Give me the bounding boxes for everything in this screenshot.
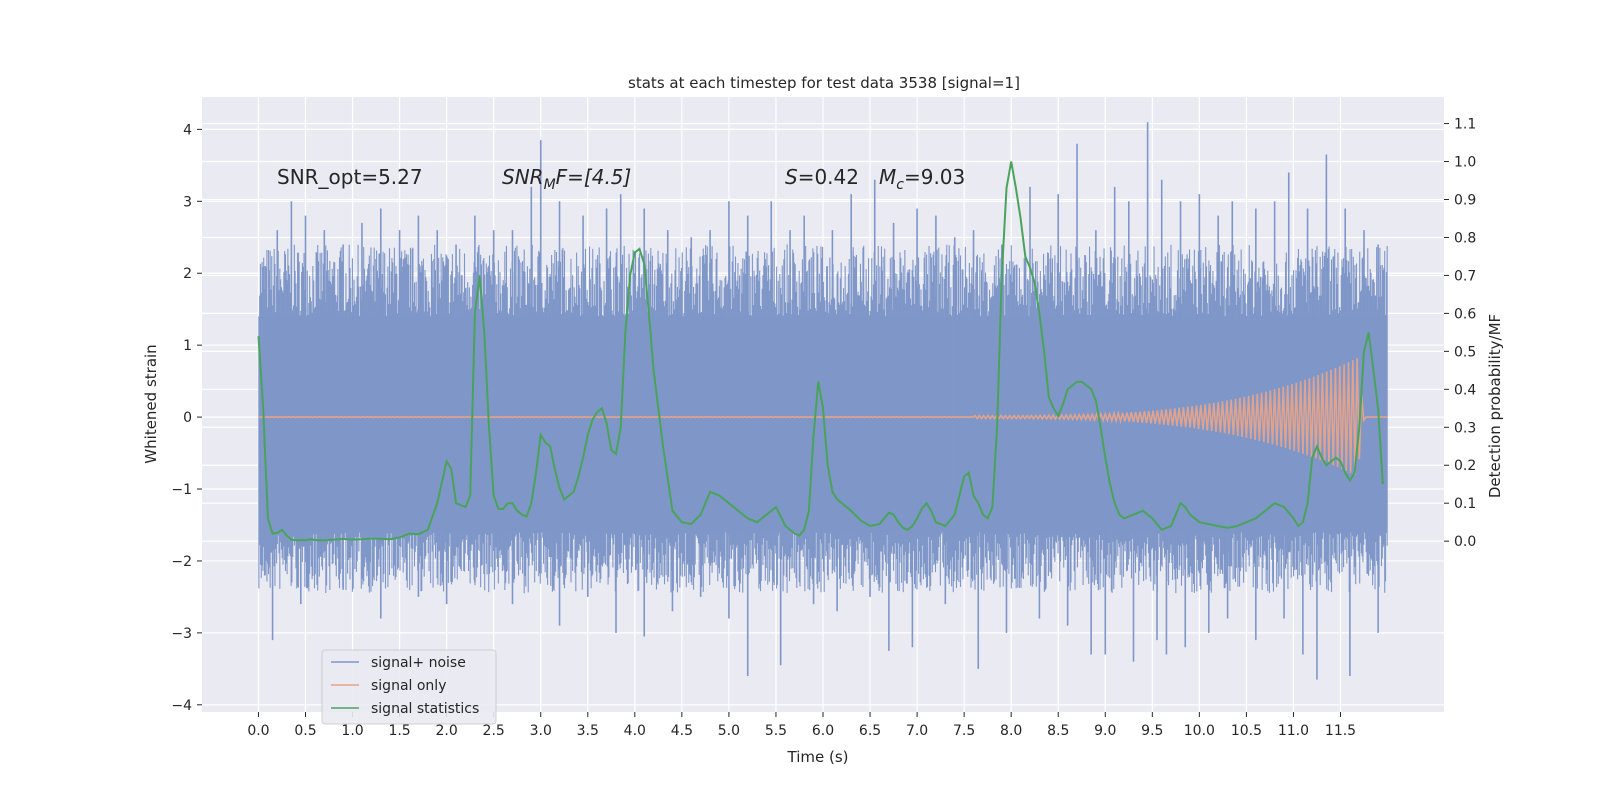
x-tick-label: 4.5 (671, 723, 693, 739)
x-tick-label: 2.5 (483, 723, 505, 739)
annotation-s-value: =0.42 (798, 165, 859, 189)
ticks: 0.0 0.5 1.0 1.5 2.0 2.5 3.0 3.5 4.0 4.5 5.0 5.5 6.0 6… (171, 117, 1476, 739)
x-tick-label: 6.0 (812, 723, 834, 739)
x-tick-label: 3.0 (530, 723, 552, 739)
x-tick-label: 0.5 (294, 723, 316, 739)
y-right-tick-label: 0.8 (1454, 230, 1476, 246)
y-tick-label: −1 (171, 482, 192, 498)
y-right-tick-label: 0.7 (1454, 268, 1476, 284)
annotation-s: S=0.42 (785, 165, 859, 189)
legend-box (321, 649, 497, 725)
y-tick-label: 3 (183, 194, 192, 210)
series-signal-statistics (257, 161, 1384, 542)
y-tick-label: 2 (183, 266, 192, 282)
y-right-tick-label: 0.4 (1454, 382, 1476, 398)
y-axis-label: Whitened strain (142, 344, 160, 463)
annotation-snr-mf-main: SNR (502, 165, 544, 189)
y-right-tick-label: 0.6 (1454, 306, 1476, 322)
x-tick-label: 0.0 (247, 723, 269, 739)
annotation-snr-mf-rest: F=[4.5] (556, 165, 632, 189)
legend-label-signal-noise: signal+ noise (371, 655, 466, 671)
x-tick-label: 2.0 (436, 723, 458, 739)
annotation-mc-sub: c (896, 177, 904, 193)
legend: signal+ noise signal only signal statist… (321, 649, 497, 725)
annotation-mc-symbol: M (879, 165, 896, 189)
x-tick-label: 8.0 (1000, 723, 1022, 739)
annotations: SNR_opt=5.27 SNRMF=[4.5] S=0.42 Mc=9.03 (277, 165, 965, 193)
legend-label-signal-statistics: signal statistics (371, 701, 479, 717)
annotation-snr-mf: SNRMF=[4.5] (502, 165, 631, 193)
y-axis-right-label: Detection probability/MF (1486, 314, 1504, 498)
annotation-mc: Mc=9.03 (879, 165, 965, 193)
x-tick-label: 11.5 (1325, 723, 1356, 739)
x-tick-label: 7.5 (953, 723, 975, 739)
annotation-mc-value: =9.03 (904, 165, 965, 189)
x-tick-label: 1.5 (388, 723, 410, 739)
series-signal-noise (258, 122, 1388, 680)
y-tick-label: 4 (183, 122, 192, 138)
x-tick-label: 4.0 (624, 723, 646, 739)
y-tick-label: −4 (171, 698, 192, 714)
y-tick-label: 1 (183, 338, 192, 354)
annotation-s-symbol: S (785, 165, 798, 189)
legend-label-signal-only: signal only (371, 678, 446, 694)
x-tick-label: 11.0 (1278, 723, 1309, 739)
x-tick-label: 8.5 (1047, 723, 1069, 739)
y-right-tick-label: 1.0 (1454, 155, 1476, 171)
x-tick-label: 10.0 (1184, 723, 1215, 739)
y-right-tick-label: 0.5 (1454, 344, 1476, 360)
y-right-tick-label: 1.1 (1454, 117, 1476, 133)
x-tick-label: 1.0 (341, 723, 363, 739)
annotation-snr-mf-sub: M (544, 177, 556, 193)
chart-title: stats at each timestep for test data 353… (628, 74, 1020, 92)
y-tick-label: −3 (171, 626, 192, 642)
x-tick-label: 3.5 (577, 723, 599, 739)
y-tick-label: 0 (183, 410, 192, 426)
x-axis-label: Time (s) (787, 748, 849, 766)
x-tick-label: 7.0 (906, 723, 928, 739)
x-tick-label: 5.5 (765, 723, 787, 739)
x-tick-label: 10.5 (1231, 723, 1262, 739)
annotation-snr-opt: SNR_opt=5.27 (277, 165, 423, 189)
x-tick-label: 6.5 (859, 723, 881, 739)
y-right-tick-label: 0.9 (1454, 193, 1476, 209)
signal-statistics-line (257, 161, 1384, 542)
x-tick-label: 9.0 (1094, 723, 1116, 739)
y-right-tick-label: 0.0 (1454, 534, 1476, 550)
y-right-tick-label: 0.1 (1454, 496, 1476, 512)
y-right-tick-label: 0.2 (1454, 458, 1476, 474)
x-tick-label: 5.0 (718, 723, 740, 739)
y-tick-label: −2 (171, 554, 192, 570)
y-right-tick-label: 0.3 (1454, 420, 1476, 436)
x-tick-label: 9.5 (1141, 723, 1163, 739)
